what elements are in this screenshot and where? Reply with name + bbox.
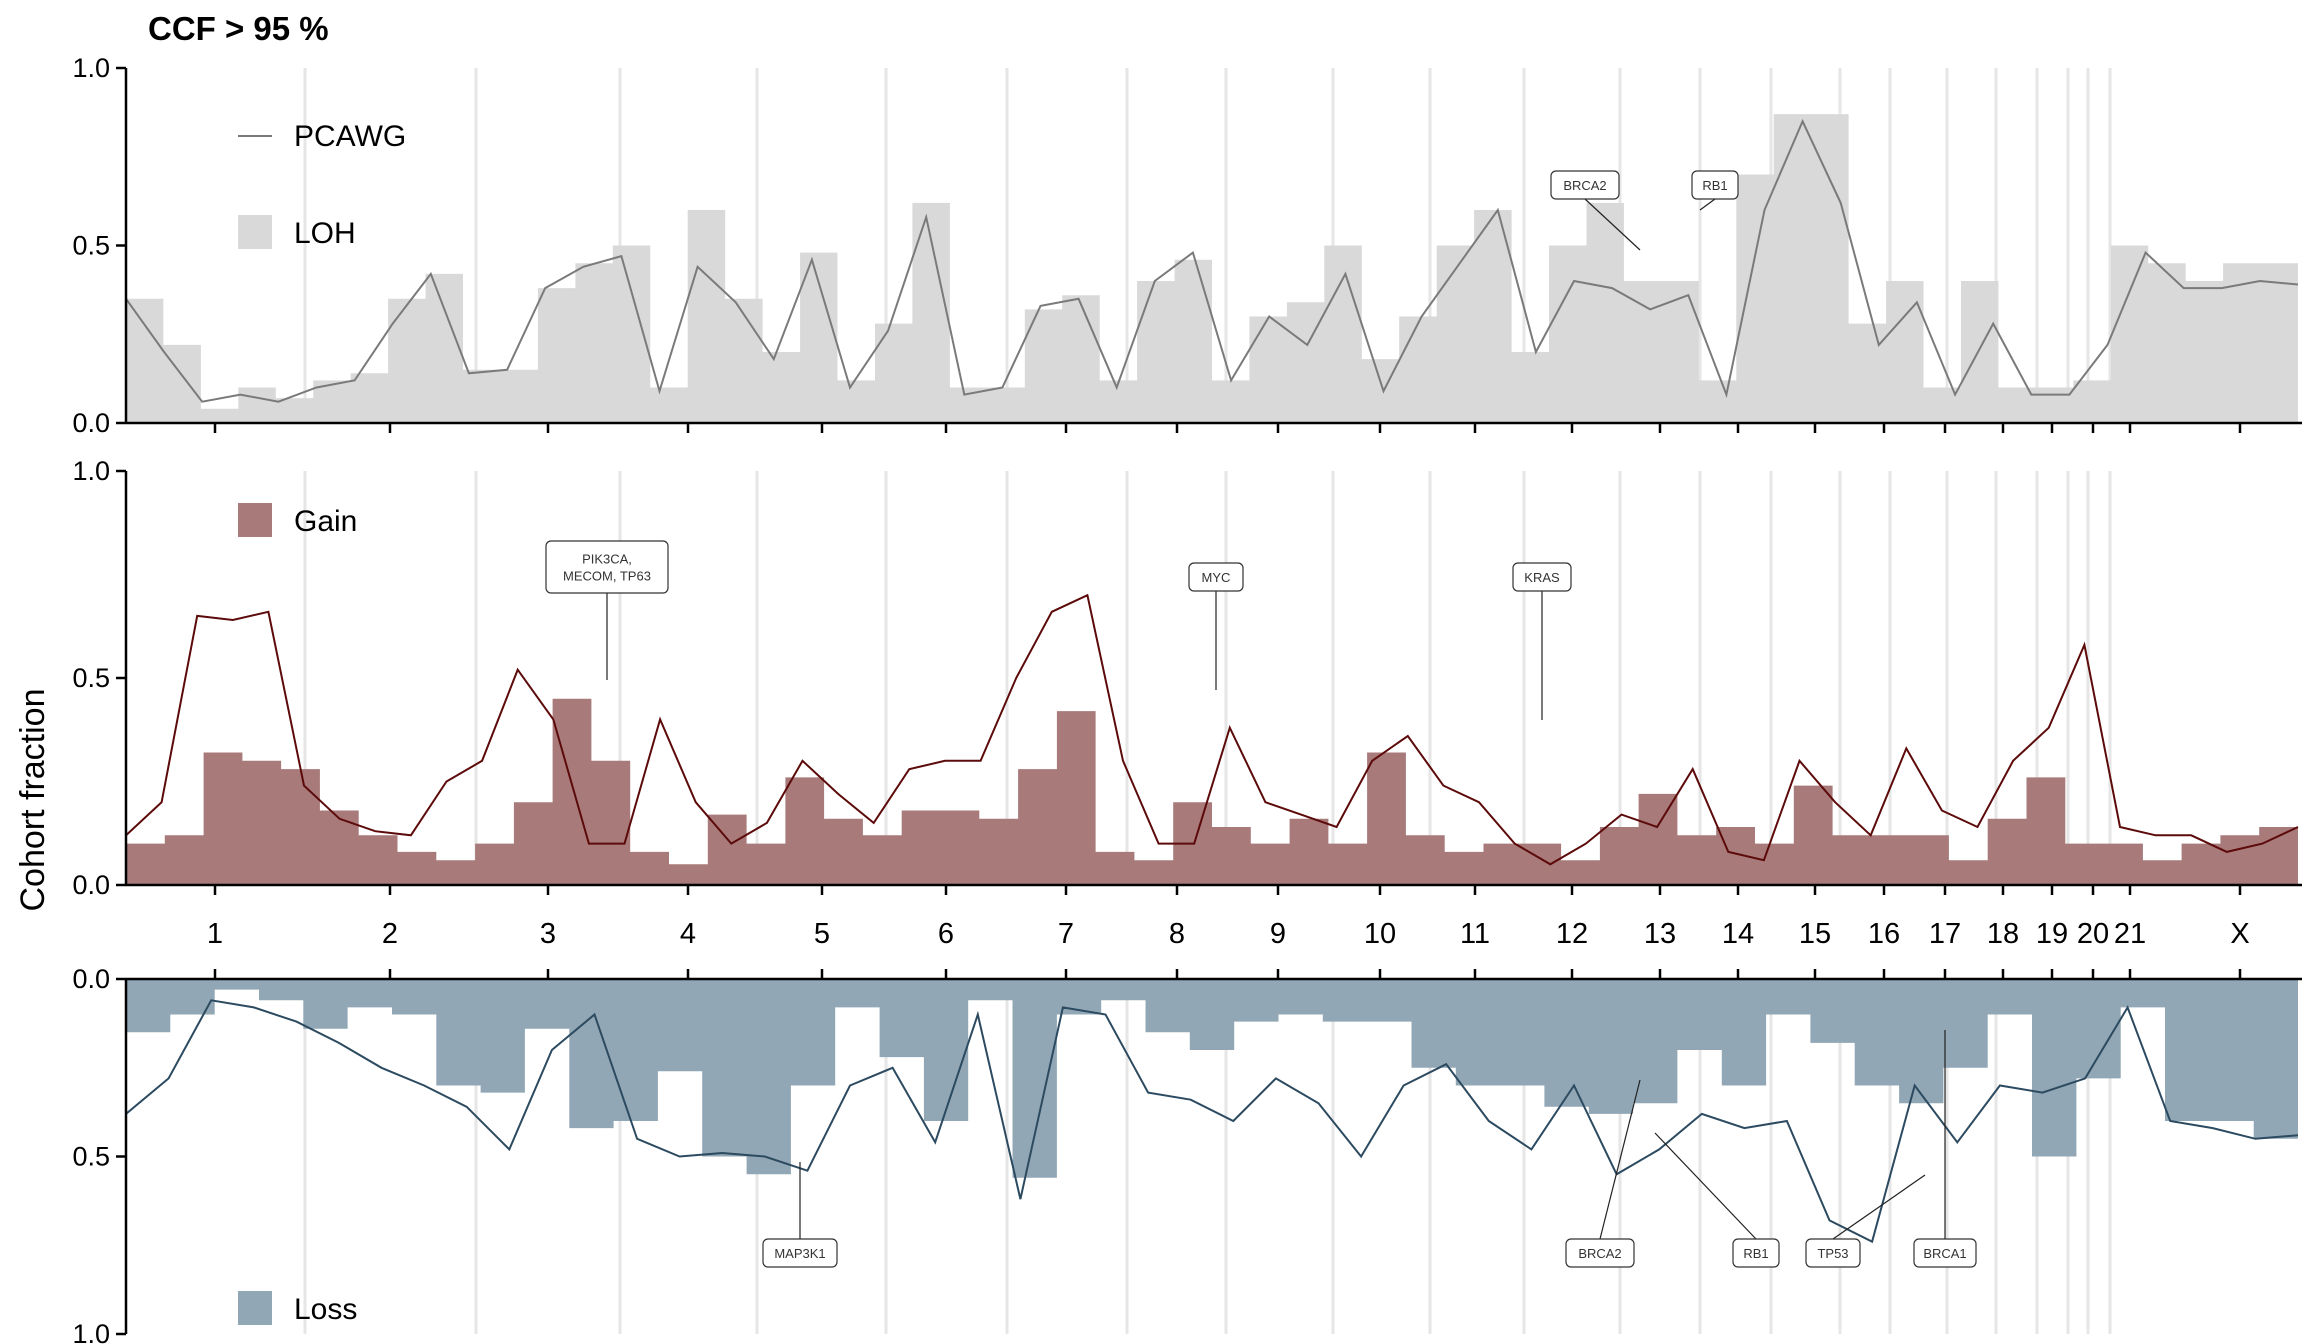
chromosome-label: 4 <box>680 918 696 950</box>
y-tick-label: 0.5 <box>72 231 110 261</box>
gene-pointer-line <box>1599 1079 1641 1240</box>
y-tick-label: 0.0 <box>72 964 110 994</box>
chromosome-label: 9 <box>1270 918 1286 950</box>
gene-pointer-line <box>1654 1132 1757 1240</box>
gene-label: BRCA1 <box>1923 1246 1966 1261</box>
gene-label-box <box>1913 1238 1977 1268</box>
gene-label: TP53 <box>1817 1246 1848 1261</box>
loh-legend-swatch <box>238 215 272 249</box>
gene-label: RB1 <box>1702 178 1727 193</box>
gene-label-box <box>1805 1238 1861 1268</box>
chromosome-label: 17 <box>1929 918 1961 950</box>
gain-panel: 0.0 0.5 1.0 PIK3CA, MECOM, TP63 MYC KRAS <box>72 456 2302 900</box>
chromosome-label: 10 <box>1364 918 1396 950</box>
gene-label: BRCA2 <box>1563 178 1606 193</box>
chromosome-label: 6 <box>938 918 954 950</box>
y-tick-label: 0.0 <box>72 870 110 900</box>
chromosome-label: X <box>2230 918 2249 950</box>
legend-loss: Loss <box>238 1291 357 1326</box>
gene-label-box <box>762 1238 838 1268</box>
y-tick-label: 0.5 <box>72 1142 110 1172</box>
chromosome-label: 19 <box>2036 918 2068 950</box>
chromosome-axis: 1 2 3 4 5 6 7 8 9 10 11 12 13 14 15 16 17 18 19 20 21 X <box>207 918 2250 950</box>
chromosome-label: 1 <box>207 918 223 950</box>
loh-area <box>126 114 2298 423</box>
chromosome-label: 5 <box>814 918 830 950</box>
y-tick-label: 0.0 <box>72 408 110 438</box>
legend-loh-label: LOH <box>294 217 356 250</box>
gene-label-box <box>1732 1238 1780 1268</box>
gene-label-box <box>1512 562 1572 592</box>
gene-pointer-line <box>1832 1174 1926 1240</box>
gain-legend-swatch <box>238 503 272 537</box>
gene-pointer-line <box>1584 198 1641 251</box>
gene-label: MECOM, TP63 <box>563 569 651 584</box>
gene-label: RB1 <box>1743 1246 1768 1261</box>
chromosome-label: 18 <box>1987 918 2019 950</box>
gene-label: PIK3CA, <box>582 552 632 567</box>
legend-loh: LOH <box>238 215 356 250</box>
gain-area <box>126 698 2298 885</box>
gene-pointer-line <box>1699 198 1716 211</box>
chromosome-label: 15 <box>1799 918 1831 950</box>
chromosome-label: 8 <box>1169 918 1185 950</box>
chromosome-label: 13 <box>1644 918 1676 950</box>
chromosome-label: 12 <box>1556 918 1588 950</box>
gene-label: MAP3K1 <box>774 1246 825 1261</box>
gene-label-box <box>1550 170 1620 200</box>
loss-panel: 0.0 0.5 1.0 MAP3K1 BRCA2 RB1 TP53 BRCA1 <box>72 964 2302 1344</box>
gene-label: KRAS <box>1524 570 1560 585</box>
y-axis-label: Cohort fraction <box>14 689 52 912</box>
gene-label-box <box>1188 562 1244 592</box>
legend-pcawg-label: PCAWG <box>294 120 406 153</box>
y-tick-label: 1.0 <box>72 1319 110 1344</box>
chromosome-label: 11 <box>1460 918 1490 950</box>
loss-area <box>126 979 2298 1178</box>
loh-panel: 0.0 0.5 1.0 BRCA2 RB1 <box>72 53 2302 438</box>
chromosome-label: 14 <box>1722 918 1754 950</box>
chromosome-label: 7 <box>1058 918 1074 950</box>
y-tick-label: 1.0 <box>72 456 110 486</box>
gene-label-box <box>1565 1238 1635 1268</box>
pcawg-line <box>125 593 2299 866</box>
legend-gain: Gain <box>238 503 357 538</box>
y-tick-label: 1.0 <box>72 53 110 83</box>
chromosome-label: 16 <box>1868 918 1900 950</box>
gene-label: BRCA2 <box>1578 1246 1621 1261</box>
pcawg-line <box>125 999 2299 1244</box>
chromosome-label: 2 <box>382 918 398 950</box>
chart-title: CCF > 95 % <box>148 10 329 47</box>
gene-label-box <box>545 540 669 594</box>
chromosome-label: 21 <box>2114 918 2146 950</box>
legend-loss-label: Loss <box>294 1293 357 1326</box>
legend-pcawg: PCAWG <box>238 120 406 153</box>
chromosome-label: 20 <box>2077 918 2109 950</box>
legend-gain-label: Gain <box>294 505 357 538</box>
gene-label: MYC <box>1202 570 1231 585</box>
loss-legend-swatch <box>238 1291 272 1325</box>
y-tick-label: 0.5 <box>72 663 110 693</box>
chromosome-label: 3 <box>540 918 556 950</box>
gene-label-box <box>1691 170 1739 200</box>
pcawg-line <box>125 118 2299 403</box>
